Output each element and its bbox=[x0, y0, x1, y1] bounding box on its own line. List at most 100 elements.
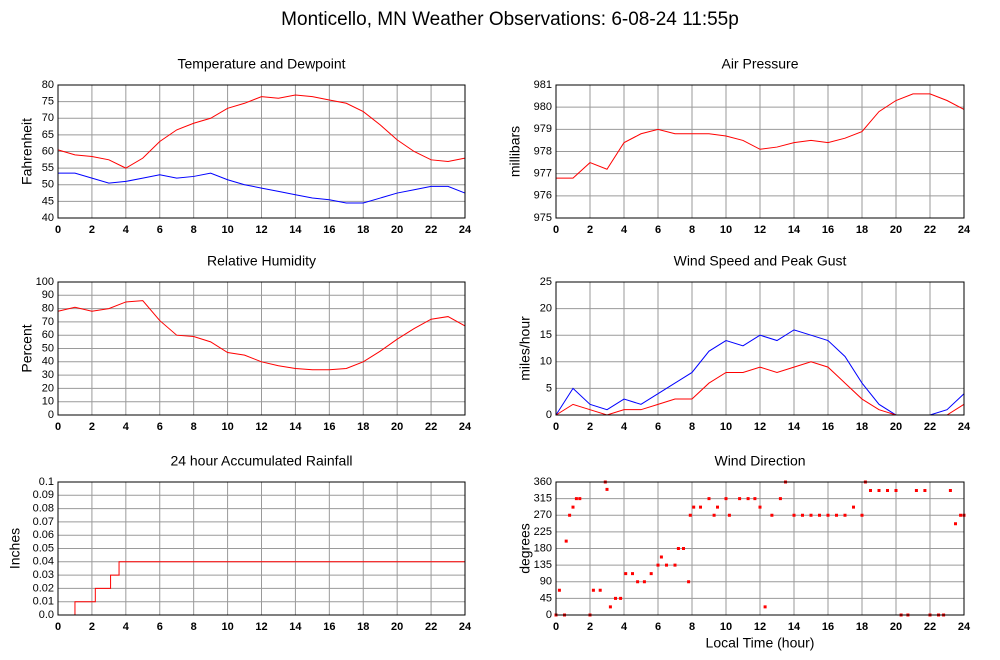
x-tick-label: 20 bbox=[391, 621, 403, 633]
data-point bbox=[676, 547, 680, 550]
chart-title: Wind Speed and Peak Gust bbox=[674, 253, 847, 269]
x-tick-label: 14 bbox=[289, 224, 302, 236]
x-tick-label: 24 bbox=[958, 224, 971, 236]
x-tick-label: 6 bbox=[655, 421, 661, 433]
y-tick-label: 65 bbox=[42, 129, 54, 141]
x-tick-label: 18 bbox=[856, 224, 868, 236]
data-line bbox=[57, 300, 466, 371]
x-tick-label: 0 bbox=[553, 224, 559, 236]
y-axis-label: Percent bbox=[19, 324, 35, 372]
data-point bbox=[659, 555, 663, 559]
x-tick-label: 16 bbox=[822, 621, 834, 633]
data-point bbox=[578, 497, 582, 501]
x-tick-label: 10 bbox=[720, 224, 732, 236]
chart-title: Air Pressure bbox=[721, 56, 798, 72]
chart-title: Wind Direction bbox=[714, 453, 805, 469]
x-tick-label: 16 bbox=[323, 421, 335, 433]
x-tick-label: 18 bbox=[357, 421, 369, 433]
x-tick-label: 20 bbox=[890, 621, 902, 633]
data-point bbox=[818, 513, 821, 517]
x-tick-label: 6 bbox=[655, 224, 661, 236]
x-tick-label: 12 bbox=[255, 621, 267, 633]
x-tick-label: 0 bbox=[553, 421, 559, 433]
plot-border bbox=[555, 84, 965, 219]
y-tick-label: 0.06 bbox=[33, 529, 54, 541]
x-tick-label: 8 bbox=[191, 421, 197, 433]
x-tick-label: 24 bbox=[958, 421, 971, 433]
data-point bbox=[894, 488, 898, 492]
x-tick-label: 20 bbox=[391, 224, 403, 236]
y-tick-label: 180 bbox=[534, 542, 552, 554]
data-point bbox=[948, 488, 952, 492]
x-tick-label: 22 bbox=[924, 224, 936, 236]
x-tick-label: 2 bbox=[89, 224, 95, 236]
data-point bbox=[707, 497, 711, 501]
x-tick-label: 2 bbox=[89, 421, 95, 433]
y-tick-label: 0 bbox=[546, 409, 552, 421]
x-tick-label: 14 bbox=[788, 224, 801, 236]
data-point bbox=[656, 563, 660, 567]
data-point bbox=[809, 513, 813, 517]
x-tick-label: 8 bbox=[191, 621, 197, 633]
data-point bbox=[564, 539, 568, 543]
y-tick-label: 20 bbox=[42, 382, 54, 394]
y-tick-label: 25 bbox=[540, 276, 552, 288]
y-tick-label: 50 bbox=[42, 179, 54, 191]
x-tick-label: 12 bbox=[754, 421, 766, 433]
y-tick-label: 0.01 bbox=[33, 596, 54, 608]
y-tick-label: 55 bbox=[42, 162, 54, 174]
data-point bbox=[692, 505, 696, 509]
data-point bbox=[649, 572, 653, 576]
y-tick-label: 0.1 bbox=[39, 476, 54, 488]
data-point bbox=[724, 497, 728, 501]
x-tick-label: 8 bbox=[689, 621, 695, 633]
x-tick-label: 22 bbox=[924, 621, 936, 633]
y-tick-label: 80 bbox=[42, 303, 54, 315]
plot-border bbox=[555, 281, 965, 416]
x-tick-label: 2 bbox=[587, 224, 593, 236]
data-point bbox=[843, 513, 847, 517]
data-point bbox=[716, 505, 719, 509]
y-tick-label: 10 bbox=[540, 356, 552, 368]
y-tick-label: 980 bbox=[534, 101, 552, 113]
data-point bbox=[688, 513, 692, 517]
x-tick-label: 20 bbox=[890, 421, 902, 433]
data-line bbox=[556, 93, 965, 179]
plot-border bbox=[57, 84, 466, 219]
y-tick-label: 0 bbox=[48, 409, 54, 421]
data-point bbox=[642, 580, 646, 584]
data-point bbox=[738, 497, 742, 501]
x-tick-label: 2 bbox=[587, 421, 593, 433]
data-point bbox=[682, 547, 685, 550]
data-point bbox=[673, 563, 677, 567]
data-point bbox=[758, 505, 762, 509]
data-point bbox=[886, 488, 889, 492]
x-tick-label: 0 bbox=[553, 621, 559, 633]
x-tick-label: 0 bbox=[55, 621, 61, 633]
x-tick-label: 12 bbox=[255, 224, 267, 236]
x-tick-label: 6 bbox=[655, 621, 661, 633]
y-tick-label: 5 bbox=[546, 382, 552, 394]
x-tick-label: 16 bbox=[822, 421, 834, 433]
y-tick-label: 0.02 bbox=[33, 582, 54, 594]
x-tick-label: 20 bbox=[890, 224, 902, 236]
y-tick-label: 80 bbox=[42, 79, 54, 91]
x-tick-label: 0 bbox=[55, 224, 61, 236]
y-tick-label: 225 bbox=[534, 526, 552, 538]
x-tick-label: 10 bbox=[221, 621, 233, 633]
x-tick-label: 8 bbox=[689, 224, 695, 236]
x-tick-label: 24 bbox=[958, 621, 971, 633]
x-tick-label: 4 bbox=[123, 224, 130, 236]
chart-title: Relative Humidity bbox=[207, 253, 316, 269]
x-tick-label: 22 bbox=[924, 421, 936, 433]
chart-title: 24 hour Accumulated Rainfall bbox=[170, 453, 352, 469]
data-point bbox=[624, 572, 628, 576]
data-point bbox=[826, 513, 830, 517]
x-tick-label: 16 bbox=[323, 621, 335, 633]
data-point bbox=[959, 513, 963, 517]
data-point bbox=[877, 488, 881, 492]
y-tick-label: 315 bbox=[534, 493, 552, 505]
x-tick-label: 12 bbox=[754, 621, 766, 633]
y-tick-label: 135 bbox=[534, 559, 552, 571]
data-point bbox=[591, 588, 595, 592]
